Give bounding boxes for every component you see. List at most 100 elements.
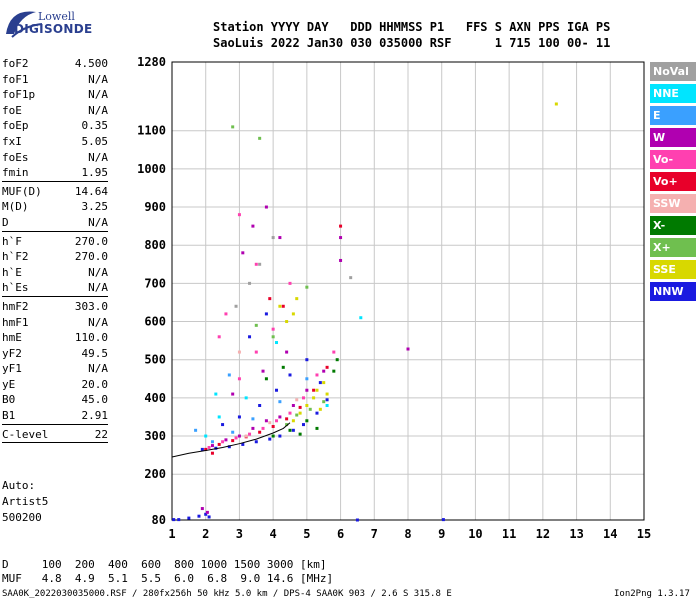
footer-muf-row: MUF 4.8 4.9 5.1 5.5 6.0 6.8 9.0 14.6 [MH… [2,572,334,585]
data-point-vo [315,373,319,377]
x-tick-label: 15 [637,527,651,541]
legend-item-nnw: NNW [650,282,696,301]
parameter-row: foEp 0.35 [2,118,108,134]
data-point-w [237,434,241,438]
data-point-x [258,136,262,140]
parameter-value: 22 [94,427,108,441]
data-point-nnw [200,447,204,451]
data-point-nnw [318,381,322,385]
auto-label: Auto: [2,479,36,492]
parameter-row: hmE 110.0 [2,330,108,346]
plot-frame [171,61,645,521]
parameter-row: foF1 N/A [2,72,108,88]
x-tick-label: 5 [303,527,310,541]
parameter-value: 270.0 [74,234,108,248]
parameter-row: hmF1 N/A [2,315,108,331]
data-point-sse [315,388,319,392]
y-tick-label: 400 [144,391,166,405]
parameter-value: 110.0 [74,331,108,345]
data-point-x [335,358,339,362]
data-point-nnw [315,411,319,415]
data-point-vo [248,432,252,436]
data-point-vo [234,436,238,440]
data-point-nnw [197,514,201,518]
data-point-nnw [248,335,252,339]
data-point-vo [207,445,211,449]
y-tick-label: 200 [144,467,166,481]
data-point-vo [271,327,275,331]
parameter-value: 20.0 [81,377,109,391]
data-point-nnw [207,515,211,519]
data-point-vo [268,297,272,301]
legend-item-x: X- [650,216,696,235]
data-point-noval [258,262,262,266]
parameter-value: N/A [88,215,108,229]
parameter-row: yF1 N/A [2,361,108,377]
data-point-sse [298,411,302,415]
x-tick-label: 13 [569,527,583,541]
parameter-name: foEs [2,150,29,164]
data-point-vo [271,424,275,428]
data-point-x [332,369,336,373]
parameter-value: 5.05 [81,134,109,148]
data-point-sse [322,381,326,385]
data-point-e [251,417,255,421]
data-point-w [241,251,245,255]
parameter-row: B1 2.91 [2,408,108,424]
parameter-value: 45.0 [81,393,109,407]
parameter-name: yE [2,377,16,391]
data-point-nnw [221,423,225,427]
data-point-w [264,419,268,423]
parameter-name: h`F2 [2,250,29,264]
parameter-name: yF1 [2,362,22,376]
x-tick-label: 4 [270,527,277,541]
parameter-name: D [2,215,9,229]
logo-text-digisonde: DIGISONDE [14,22,93,36]
parameter-name: hmF2 [2,299,29,313]
parameter-row: foF2 4.500 [2,56,108,72]
parameter-name: hmF1 [2,315,29,329]
parameter-name: MUF(D) [2,184,42,198]
data-point-nnw [305,358,309,362]
parameter-value: 0.35 [81,119,109,133]
parameter-value: 4.500 [74,57,108,70]
data-point-sse [278,304,282,308]
data-point-vo [258,430,262,434]
parameter-row: foE N/A [2,103,108,119]
parameter-separator [2,423,108,427]
data-point-vo [221,440,225,444]
data-point-vo [237,377,241,381]
data-point-sse [291,312,295,316]
data-point-x [264,377,268,381]
parameter-name: B0 [2,393,16,407]
legend-item-noval: NoVal [650,62,696,81]
y-tick-label: 600 [144,315,166,329]
data-point-x [288,428,292,432]
legend-item-vo: Vo- [650,150,696,169]
data-point-x [285,423,289,427]
data-point-w [278,236,282,240]
data-point-nnw [177,518,181,522]
parameter-name: foE [2,103,22,117]
data-point-x [298,432,302,436]
y-tick-label: 500 [144,353,166,367]
data-point-w [278,415,282,419]
auto-artist: Artist5 [2,495,49,508]
data-point-w [224,438,228,442]
parameter-value: N/A [88,150,108,164]
parameter-row: h`E N/A [2,265,108,281]
data-point-nnw [258,404,262,407]
data-point-sse [285,320,289,324]
data-point-nnw [241,442,245,446]
data-point-x [305,419,309,423]
data-point-nne [204,434,208,438]
data-point-ssw [244,434,248,438]
y-tick-label: 1000 [137,162,166,176]
data-point-nne [275,341,279,345]
parameter-separator [2,230,108,234]
data-point-vo [301,396,305,400]
data-point-w [305,388,309,392]
data-point-ssw [295,398,299,402]
data-point-w [251,426,255,430]
x-tick-label: 14 [603,527,617,541]
